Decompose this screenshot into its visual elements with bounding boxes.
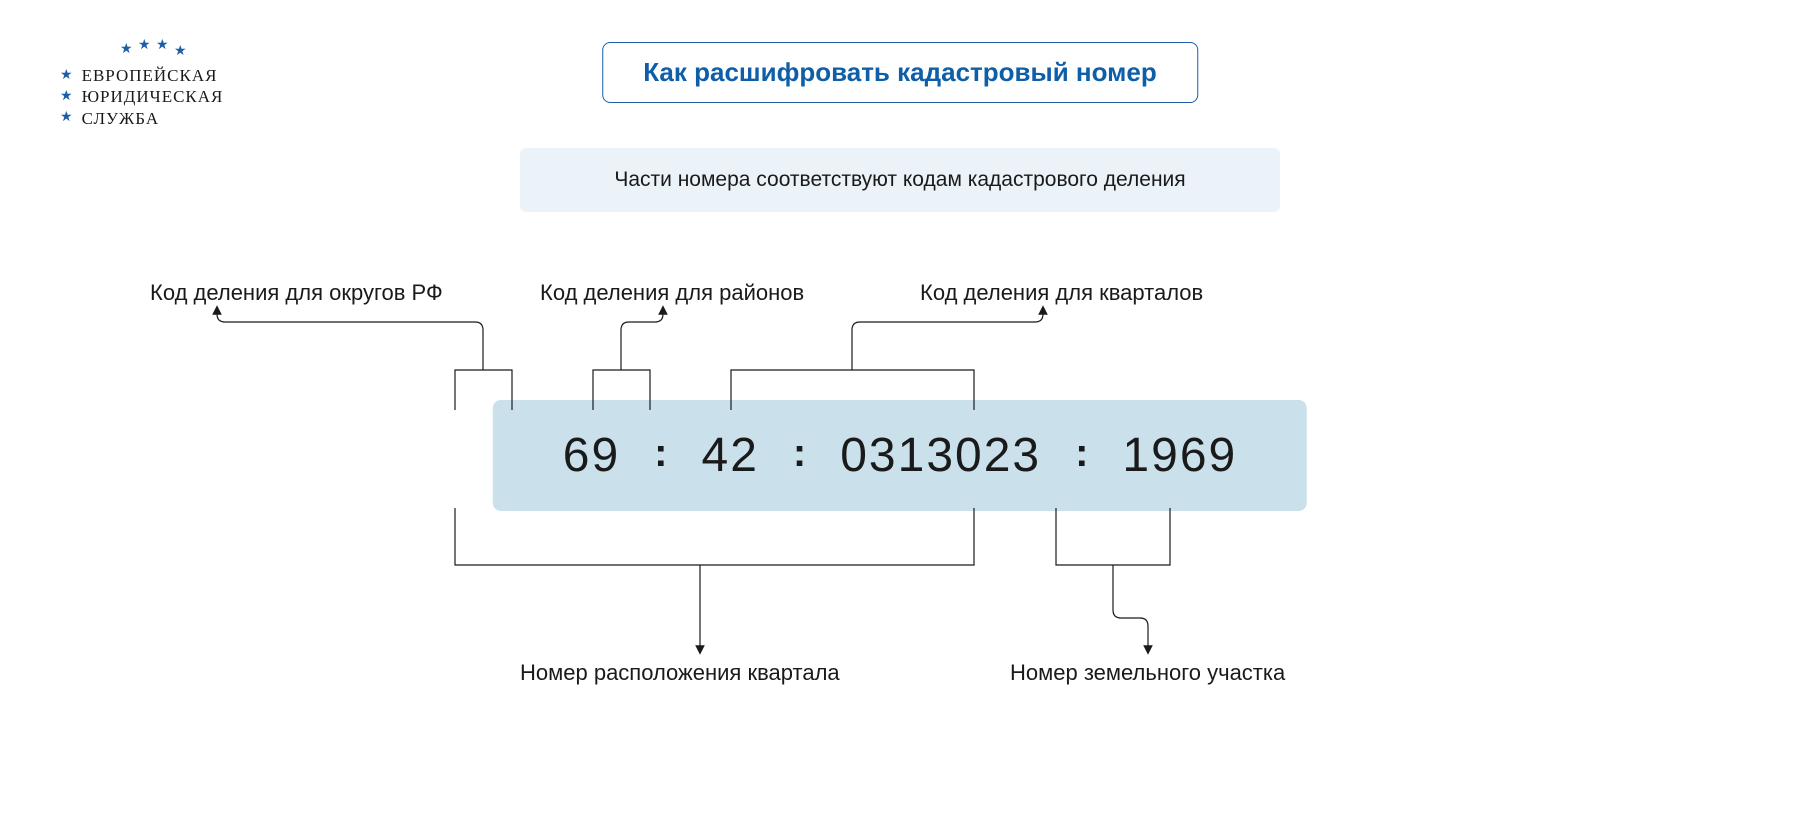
subtitle-text: Части номера соответствуют кодам кадастр… [580, 168, 1220, 192]
number-separator-1: : [654, 431, 667, 476]
logo-stars: ★ ★ ★ ★ [60, 40, 240, 70]
logo: ★ ★ ★ ★ ★ЕВРОПЕЙСКАЯ ★ЮРИДИЧЕСКАЯ ★СЛУЖБ… [60, 40, 240, 129]
label-top-okrugov: Код деления для округов РФ [150, 280, 443, 306]
number-box: 69 : 42 : 0313023 : 1969 [493, 400, 1307, 511]
number-separator-3: : [1075, 431, 1088, 476]
logo-line-2: ЮРИДИЧЕСКАЯ [82, 86, 224, 107]
logo-line-3: СЛУЖБА [82, 108, 160, 129]
label-bottom-kvartala: Номер расположения квартала [520, 660, 840, 686]
number-part-1: 69 [563, 428, 620, 483]
number-part-4: 1969 [1122, 428, 1237, 483]
label-top-kvartalov: Код деления для кварталов [920, 280, 1203, 306]
title-box: Как расшифровать кадастровый номер [602, 42, 1198, 103]
label-top-raionov: Код деления для районов [540, 280, 804, 306]
label-bottom-uchastka: Номер земельного участка [1010, 660, 1285, 686]
title-text: Как расшифровать кадастровый номер [643, 57, 1157, 88]
number-part-2: 42 [702, 428, 759, 483]
number-part-3: 0313023 [840, 428, 1041, 483]
subtitle-box: Части номера соответствуют кодам кадастр… [520, 148, 1280, 212]
logo-text: ★ЕВРОПЕЙСКАЯ ★ЮРИДИЧЕСКАЯ ★СЛУЖБА [60, 65, 240, 129]
number-separator-2: : [793, 431, 806, 476]
